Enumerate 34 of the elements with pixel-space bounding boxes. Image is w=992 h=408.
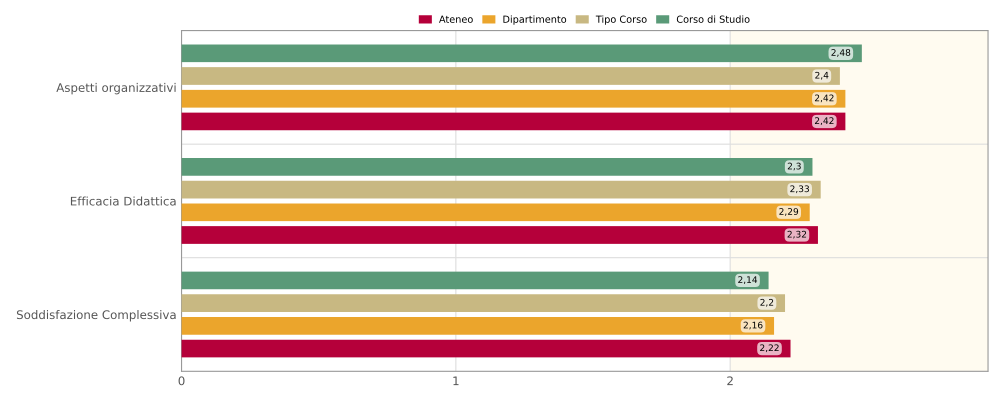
legend-label: Tipo Corso (596, 15, 647, 25)
data-label: 2,48 (831, 49, 850, 57)
data-label: 2,42 (814, 117, 834, 125)
data-label: 2,2 (760, 298, 774, 307)
data-label: 2,22 (760, 344, 779, 352)
bar (182, 90, 846, 108)
bar (182, 44, 862, 62)
data-label: 2,42 (814, 94, 834, 102)
data-label: 2,29 (779, 208, 798, 216)
legend-label: Dipartimento (503, 15, 566, 25)
legend-label: Corso di Studio (676, 15, 750, 23)
data-label: 2,16 (744, 322, 763, 330)
bar (182, 226, 818, 244)
bar (182, 67, 840, 85)
data-label: 2,33 (790, 185, 809, 194)
y-tick-label: Soddisfazione Complessiva (16, 310, 176, 322)
data-label: 2,4 (815, 72, 828, 80)
data-label: 2,14 (738, 276, 758, 284)
bar (182, 158, 812, 176)
bar (182, 180, 821, 198)
bar (182, 272, 769, 290)
bar (182, 294, 786, 312)
x-tick-label: 1 (453, 376, 459, 386)
y-tick-label: Efficacia Didattica (70, 196, 176, 206)
x-tick-label: 2 (727, 376, 733, 386)
bar (182, 340, 791, 358)
x-tick-label: 0 (178, 376, 185, 386)
data-label: 2,3 (788, 162, 801, 170)
bar (182, 112, 846, 130)
data-label: 2,32 (788, 230, 806, 239)
bar (182, 203, 810, 222)
bar (182, 317, 774, 335)
legend-label: Ateneo (439, 16, 473, 23)
y-tick-label: Aspetti organizzativi (56, 82, 176, 94)
